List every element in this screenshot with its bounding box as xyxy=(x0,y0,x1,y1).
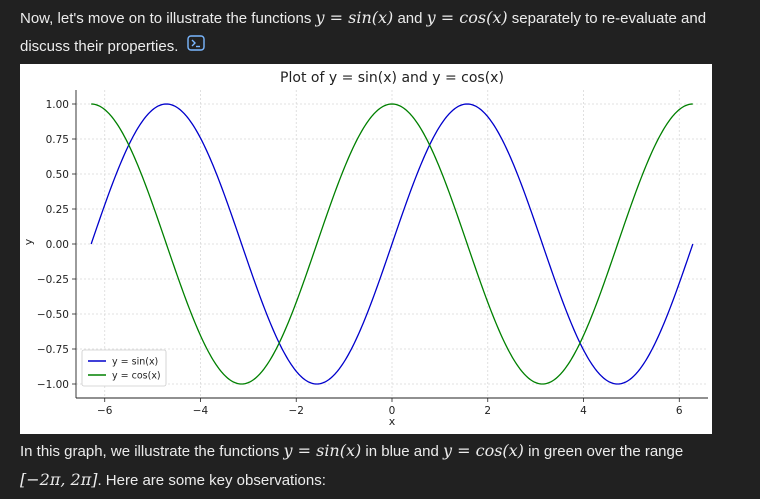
legend: y = sin(x) y = cos(x) xyxy=(81,349,167,387)
outro-text-3: in green over the range xyxy=(523,443,684,460)
x-tick-label: −4 xyxy=(193,405,209,417)
x-tick-label: 4 xyxy=(580,405,587,417)
legend-box xyxy=(81,349,167,387)
series-lines xyxy=(90,103,694,385)
legend-label-cos: y = cos(x) xyxy=(112,371,161,382)
x-tick-label: −6 xyxy=(97,405,113,417)
intro-math-cos: y = cos(x) xyxy=(426,8,508,27)
outro-paragraph: In this graph, we illustrate the functio… xyxy=(20,437,720,495)
x-tick-label: 2 xyxy=(484,405,491,417)
intro-paragraph: Now, let's move on to illustrate the fun… xyxy=(20,4,720,61)
y-tick-label: 0.25 xyxy=(46,204,69,216)
y-tick-label: 0.50 xyxy=(46,169,69,181)
outro-text-4: . Here are some key observations: xyxy=(97,472,326,489)
y-tick-label: −0.50 xyxy=(37,309,69,321)
intro-text-2: and xyxy=(393,10,427,27)
intro-text-1: Now, let's move on to illustrate the fun… xyxy=(20,10,316,27)
intro-math-sin: y = sin(x) xyxy=(315,8,394,27)
y-tick-label: 0.00 xyxy=(46,239,69,251)
x-ticks: −6 −4 −2 0 2 4 6 xyxy=(97,398,683,417)
y-axis-label: y xyxy=(22,238,35,245)
outro-math-cos: y = cos(x) xyxy=(442,441,524,460)
outro-math-sin: y = sin(x) xyxy=(283,441,362,460)
chart-title: Plot of y = sin(x) and y = cos(x) xyxy=(280,70,504,86)
legend-label-sin: y = sin(x) xyxy=(112,357,158,368)
outro-text-2: in blue and xyxy=(361,443,443,460)
y-tick-label: −1.00 xyxy=(37,379,69,391)
series-line-sin xyxy=(90,103,694,385)
chart-svg: Plot of y = sin(x) and y = cos(x) 1.00 0.… xyxy=(22,70,708,428)
chart-figure: Plot of y = sin(x) and y = cos(x) 1.00 0.… xyxy=(20,64,712,434)
code-icon[interactable] xyxy=(186,33,205,61)
x-tick-label: 0 xyxy=(389,405,396,417)
y-tick-label: −0.25 xyxy=(37,274,69,286)
y-tick-label: 0.75 xyxy=(46,134,69,146)
intro-text-3: separately to re-evaluate and discuss th… xyxy=(20,10,707,55)
y-tick-label: 1.00 xyxy=(46,99,69,111)
y-ticks: 1.00 0.75 0.50 0.25 0.00 −0.25 −0.50 −0.75 −1.00 xyxy=(37,99,76,391)
outro-text-1: In this graph, we illustrate the functio… xyxy=(20,443,284,460)
x-tick-label: 6 xyxy=(676,405,683,417)
y-tick-label: −0.75 xyxy=(37,344,69,356)
x-tick-label: −2 xyxy=(289,405,304,417)
series-line-cos xyxy=(91,103,693,385)
x-axis-label: x xyxy=(389,415,396,428)
outro-math-range: [−2π, 2π] xyxy=(20,470,98,489)
